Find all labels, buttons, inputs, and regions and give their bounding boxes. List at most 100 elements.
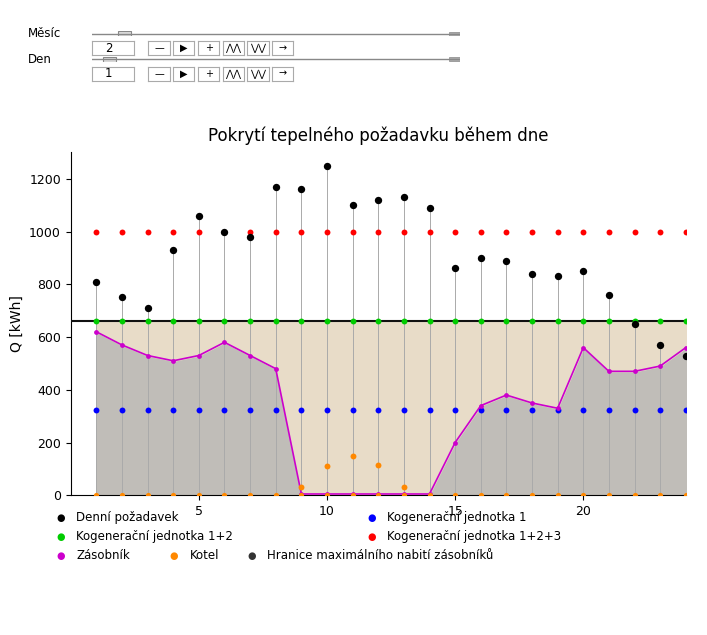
- Point: [578, 227, 589, 237]
- Text: ⋁⋁: ⋁⋁: [250, 69, 266, 79]
- Point: [245, 351, 256, 361]
- Point: [270, 182, 281, 192]
- Point: [116, 227, 127, 237]
- Point: [193, 211, 204, 221]
- Point: [578, 490, 589, 500]
- Point: [655, 361, 666, 371]
- Point: [321, 316, 332, 326]
- Point: [398, 404, 409, 415]
- Text: ●: ●: [170, 551, 178, 561]
- Text: ⋀⋀: ⋀⋀: [226, 43, 241, 53]
- Point: [526, 490, 537, 500]
- Point: [218, 227, 230, 237]
- Point: [168, 356, 179, 366]
- Text: ▶: ▶: [180, 69, 187, 79]
- Point: [270, 364, 281, 374]
- Point: [578, 404, 589, 415]
- Point: [142, 227, 153, 237]
- Point: [193, 227, 204, 237]
- Point: [475, 404, 486, 415]
- Point: [347, 316, 358, 326]
- Point: [578, 266, 589, 276]
- Point: [398, 489, 409, 499]
- Point: [526, 269, 537, 279]
- Point: [450, 438, 461, 448]
- Text: Kogenerační jednotka 1: Kogenerační jednotka 1: [387, 511, 527, 524]
- Point: [398, 490, 409, 500]
- Point: [552, 403, 563, 413]
- Point: [373, 316, 384, 326]
- Point: [90, 404, 102, 415]
- Point: [423, 316, 435, 326]
- Text: 2: 2: [105, 42, 112, 55]
- Point: [296, 184, 307, 194]
- Point: [90, 316, 102, 326]
- Point: [142, 303, 153, 313]
- Point: [116, 316, 127, 326]
- Point: [168, 245, 179, 255]
- Point: [245, 316, 256, 326]
- Text: +: +: [204, 43, 213, 53]
- Point: [373, 489, 384, 499]
- Text: Kogenerační jednotka 1+2: Kogenerační jednotka 1+2: [76, 530, 233, 543]
- Point: [296, 483, 307, 493]
- Point: [475, 316, 486, 326]
- Point: [296, 316, 307, 326]
- Point: [398, 227, 409, 237]
- Point: [296, 490, 307, 500]
- Point: [296, 404, 307, 415]
- Point: [296, 489, 307, 499]
- Text: →: →: [279, 69, 287, 79]
- Point: [321, 489, 332, 499]
- Point: [398, 192, 409, 203]
- Point: [168, 490, 179, 500]
- Text: ●: ●: [368, 531, 376, 542]
- Point: [501, 390, 512, 400]
- Point: [373, 404, 384, 415]
- Point: [680, 316, 691, 326]
- Point: [501, 227, 512, 237]
- Point: [245, 232, 256, 242]
- Point: [193, 490, 204, 500]
- Point: [680, 342, 691, 352]
- Point: [373, 195, 384, 205]
- Text: Zásobník: Zásobník: [76, 549, 130, 562]
- Bar: [448, 32, 460, 36]
- Point: [347, 200, 358, 210]
- Point: [90, 277, 102, 287]
- Point: [218, 404, 230, 415]
- Point: [218, 227, 230, 237]
- Point: [552, 316, 563, 326]
- Text: Měsíc: Měsíc: [28, 27, 62, 40]
- Point: [321, 461, 332, 471]
- Point: [450, 316, 461, 326]
- Text: Denní požadavek: Denní požadavek: [76, 511, 179, 524]
- Point: [526, 227, 537, 237]
- Y-axis label: Q [kWh]: Q [kWh]: [10, 295, 23, 352]
- Bar: [448, 57, 460, 61]
- Point: [680, 227, 691, 237]
- Point: [680, 490, 691, 500]
- Point: [193, 404, 204, 415]
- Point: [142, 316, 153, 326]
- Point: [603, 227, 614, 237]
- Text: ⋀⋀: ⋀⋀: [226, 69, 241, 79]
- Point: [423, 404, 435, 415]
- Point: [90, 326, 102, 337]
- Text: 1: 1: [105, 67, 112, 80]
- Point: [475, 401, 486, 411]
- Point: [321, 490, 332, 500]
- Point: [603, 316, 614, 326]
- Point: [270, 316, 281, 326]
- Point: [629, 366, 641, 377]
- Point: [450, 264, 461, 274]
- Point: [578, 342, 589, 352]
- Text: ⋁⋁: ⋁⋁: [250, 43, 266, 53]
- Point: [526, 404, 537, 415]
- Point: [629, 227, 641, 237]
- Point: [373, 490, 384, 500]
- Text: ▶: ▶: [180, 43, 187, 53]
- Point: [423, 490, 435, 500]
- Point: [347, 451, 358, 461]
- Point: [373, 460, 384, 470]
